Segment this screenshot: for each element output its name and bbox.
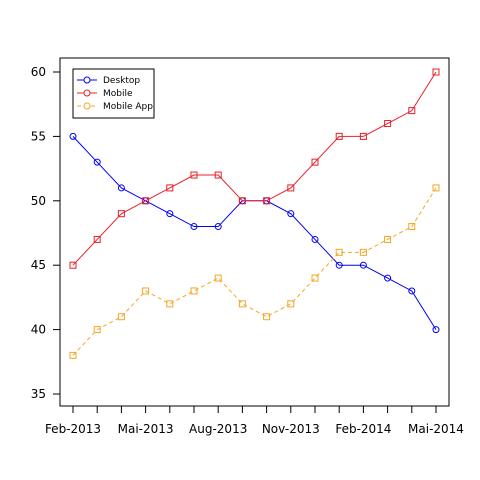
y-tick-label: 35 [31,387,46,401]
series-desktop [70,133,439,332]
y-tick-label: 50 [31,194,46,208]
data-point [264,314,270,320]
data-point [191,288,197,294]
series-line [73,188,436,355]
x-tick-label: Mai-2013 [118,422,174,436]
data-point [167,301,173,307]
y-tick-label: 55 [31,129,46,143]
legend: Desktop Mobile Mobile App [73,69,154,118]
series-mobile-app [70,185,439,358]
x-tick-label: Feb-2014 [335,422,391,436]
y-tick-label: 40 [31,323,46,337]
legend-label: Mobile [103,89,133,99]
x-tick-label: Nov-2013 [262,422,320,436]
legend-marker [84,77,90,83]
x-tick-label: Aug-2013 [189,422,247,436]
legend-marker [84,90,90,96]
legend-label: Desktop [103,76,140,86]
legend-marker [84,103,90,109]
x-tick-label: Feb-2013 [45,422,101,436]
x-tick-label: Mai-2014 [408,422,464,436]
y-tick-label: 45 [31,258,46,272]
x-axis: Feb-2013 Mai-2013 Aug-2013 Nov-2013 Feb-2014… [45,406,464,436]
legend-label: Mobile App [103,102,153,112]
y-tick-label: 60 [31,65,46,79]
series-line [73,136,436,329]
y-axis: 35 40 45 50 55 60 [31,65,60,401]
